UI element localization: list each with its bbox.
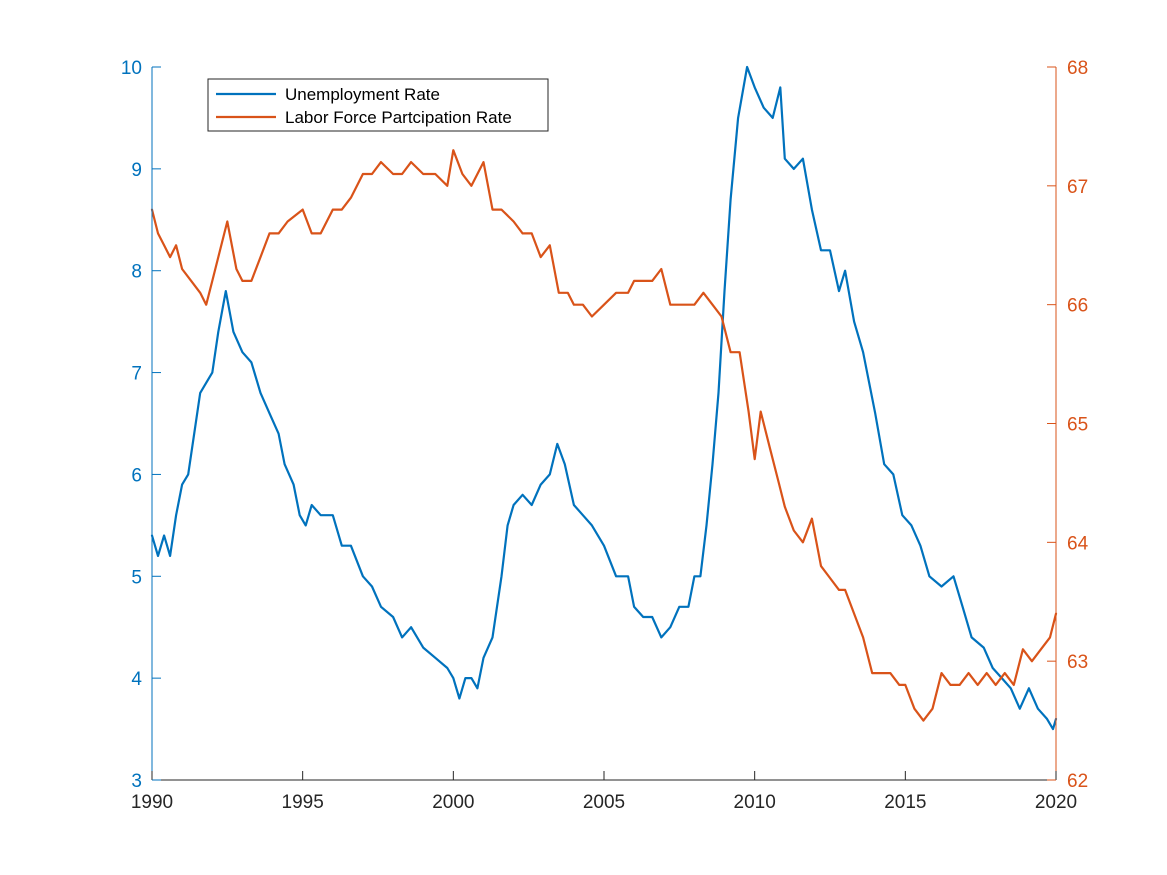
right-y-tick-label: 63 <box>1067 652 1088 673</box>
series-layer <box>150 65 1058 731</box>
x-tick-label: 1995 <box>282 792 324 813</box>
left-y-tick-label: 5 <box>131 567 142 588</box>
left-y-tick-label: 7 <box>131 364 142 385</box>
x-tick-label: 2005 <box>583 792 625 813</box>
axes-layer: 1990 1995 2000 2005 2010 2015 2020345678910626… <box>121 58 1089 813</box>
x-tick-label: 1990 <box>131 792 173 813</box>
x-tick-label: 2015 <box>884 792 926 813</box>
x-tick-label: 2010 <box>734 792 776 813</box>
series-line-unemployment <box>150 65 1058 731</box>
right-y-tick-label: 62 <box>1067 771 1088 792</box>
left-y-tick-label: 4 <box>131 669 142 690</box>
legend-entry-label: Labor Force Partcipation Rate <box>285 108 512 127</box>
right-y-tick-label: 66 <box>1067 296 1088 317</box>
legend: Unemployment Rate Labor Force Partcipatio… <box>207 78 549 132</box>
x-tick-label: 2020 <box>1035 792 1077 813</box>
right-y-tick-label: 64 <box>1067 533 1089 554</box>
legend-entry-label: Unemployment Rate <box>285 85 440 104</box>
left-y-tick-label: 9 <box>131 160 142 181</box>
left-y-tick-label: 3 <box>131 771 142 792</box>
left-y-tick-label: 8 <box>131 262 142 283</box>
legend-box <box>207 78 549 132</box>
x-tick-label: 2000 <box>432 792 474 813</box>
series-line-labor-force-participation <box>150 149 1058 722</box>
right-y-tick-label: 68 <box>1067 58 1088 79</box>
right-y-tick-label: 65 <box>1067 415 1088 436</box>
left-y-tick-label: 10 <box>121 58 142 79</box>
left-y-tick-label: 6 <box>131 465 142 486</box>
right-y-tick-label: 67 <box>1067 177 1088 198</box>
